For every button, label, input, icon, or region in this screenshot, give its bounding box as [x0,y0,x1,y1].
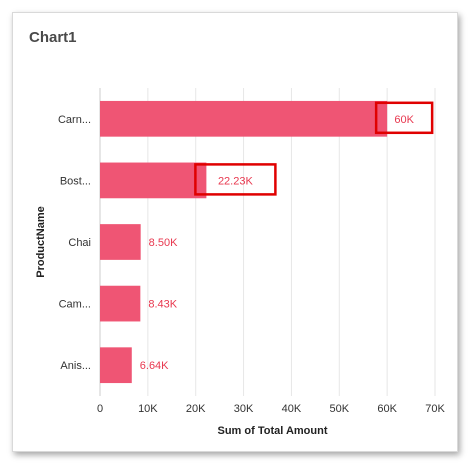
x-tick-label: 70K [425,403,445,415]
y-tick-label: Bost... [60,175,91,187]
bar[interactable] [100,100,388,137]
data-label: 60K [394,114,414,126]
bar[interactable] [100,285,141,322]
data-label: 6.64K [140,360,169,372]
y-tick-label: Carn... [58,114,91,126]
bar[interactable] [100,347,132,384]
x-tick-label: 40K [282,403,302,415]
label-layer: 60K 22.23K 8.50K 8.43K 6.64K [140,101,434,372]
bar[interactable] [100,224,141,260]
data-label: 8.43K [148,299,177,311]
x-tick-label: 20K [186,403,206,415]
x-tick-label: 0 [97,403,103,415]
y-tick-label: Cam... [59,299,91,311]
y-tick-label: Anis... [60,360,91,372]
x-tick-label: 10K [138,403,158,415]
highlight-box [194,163,277,196]
tick-layer: 0 10K 20K 30K 40K 50K 60K 70K Carn... Bost... Chai… [58,114,445,415]
highlight-box [374,101,434,135]
grid-layer [99,88,436,396]
x-axis-title: Sum of Total Amount [218,425,328,437]
data-label: 8.50K [149,237,178,249]
data-label: 22.23K [218,175,254,187]
x-tick-label: 60K [377,403,397,415]
y-tick-label: Chai [68,237,91,249]
x-tick-label: 30K [234,403,254,415]
x-tick-label: 50K [329,403,349,415]
chart-title: Chart1 [29,29,77,46]
y-axis-title: ProductName [35,206,47,278]
chart-card: Chart1 [12,12,458,452]
bar[interactable] [100,162,207,199]
bar-layer [100,100,388,384]
